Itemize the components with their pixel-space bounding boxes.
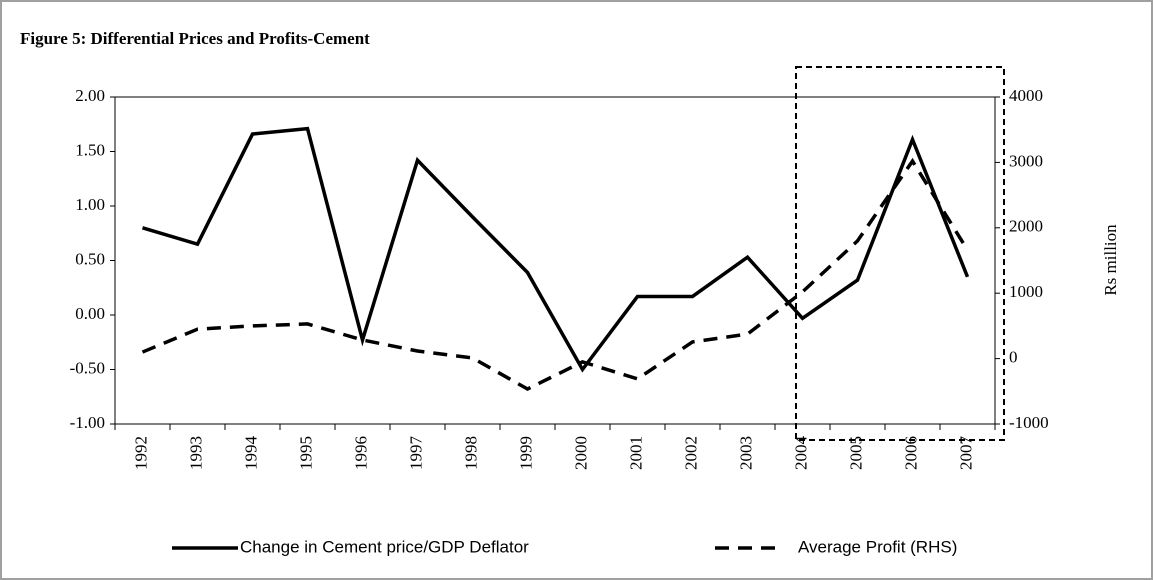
x-tick-label: 1995	[296, 436, 315, 470]
y-tick-label: 1.00	[75, 195, 105, 214]
y-tick-label: 2.00	[75, 86, 105, 105]
y2-axis-label: Rs million	[1101, 224, 1120, 296]
x-tick-label: 1999	[516, 436, 535, 470]
y-tick-label: -1.00	[70, 413, 105, 432]
y2-tick-label: 2000	[1009, 217, 1043, 236]
y-tick-label: 0.50	[75, 249, 105, 268]
x-tick-label: 1993	[186, 436, 205, 470]
y-tick-label: 1.50	[75, 140, 105, 159]
y2-tick-label: 4000	[1009, 86, 1043, 105]
y-tick-label: 0.00	[75, 304, 105, 323]
x-tick-label: 2003	[736, 436, 755, 470]
x-tick-label: 2006	[901, 436, 920, 470]
x-tick-label: 2001	[626, 436, 645, 470]
legend-label: Change in Cement price/GDP Deflator	[240, 537, 529, 556]
x-tick-label: 2000	[571, 436, 590, 470]
x-tick-label: 1996	[351, 436, 370, 470]
x-tick-label: 2002	[681, 436, 700, 470]
series-line	[142, 126, 970, 373]
x-tick-label: 1997	[406, 436, 425, 471]
x-tick-label: 1992	[131, 436, 150, 470]
chart-title: Figure 5: Differential Prices and Profit…	[20, 29, 370, 48]
x-tick-label: 2007	[956, 436, 975, 471]
series-line	[141, 157, 969, 391]
x-tick-label: 1994	[241, 436, 260, 471]
y2-tick-label: 0	[1009, 348, 1018, 367]
y2-tick-label: 1000	[1009, 282, 1043, 301]
legend-label: Average Profit (RHS)	[798, 537, 957, 556]
x-tick-label: 1998	[461, 436, 480, 470]
y2-tick-label: 3000	[1009, 151, 1043, 170]
y-tick-label: -0.50	[70, 358, 105, 377]
x-tick-label: 2004	[791, 436, 810, 471]
highlight-box	[795, 66, 1005, 441]
y2-tick-label: -1000	[1009, 413, 1049, 432]
x-tick-label: 2005	[846, 436, 865, 470]
